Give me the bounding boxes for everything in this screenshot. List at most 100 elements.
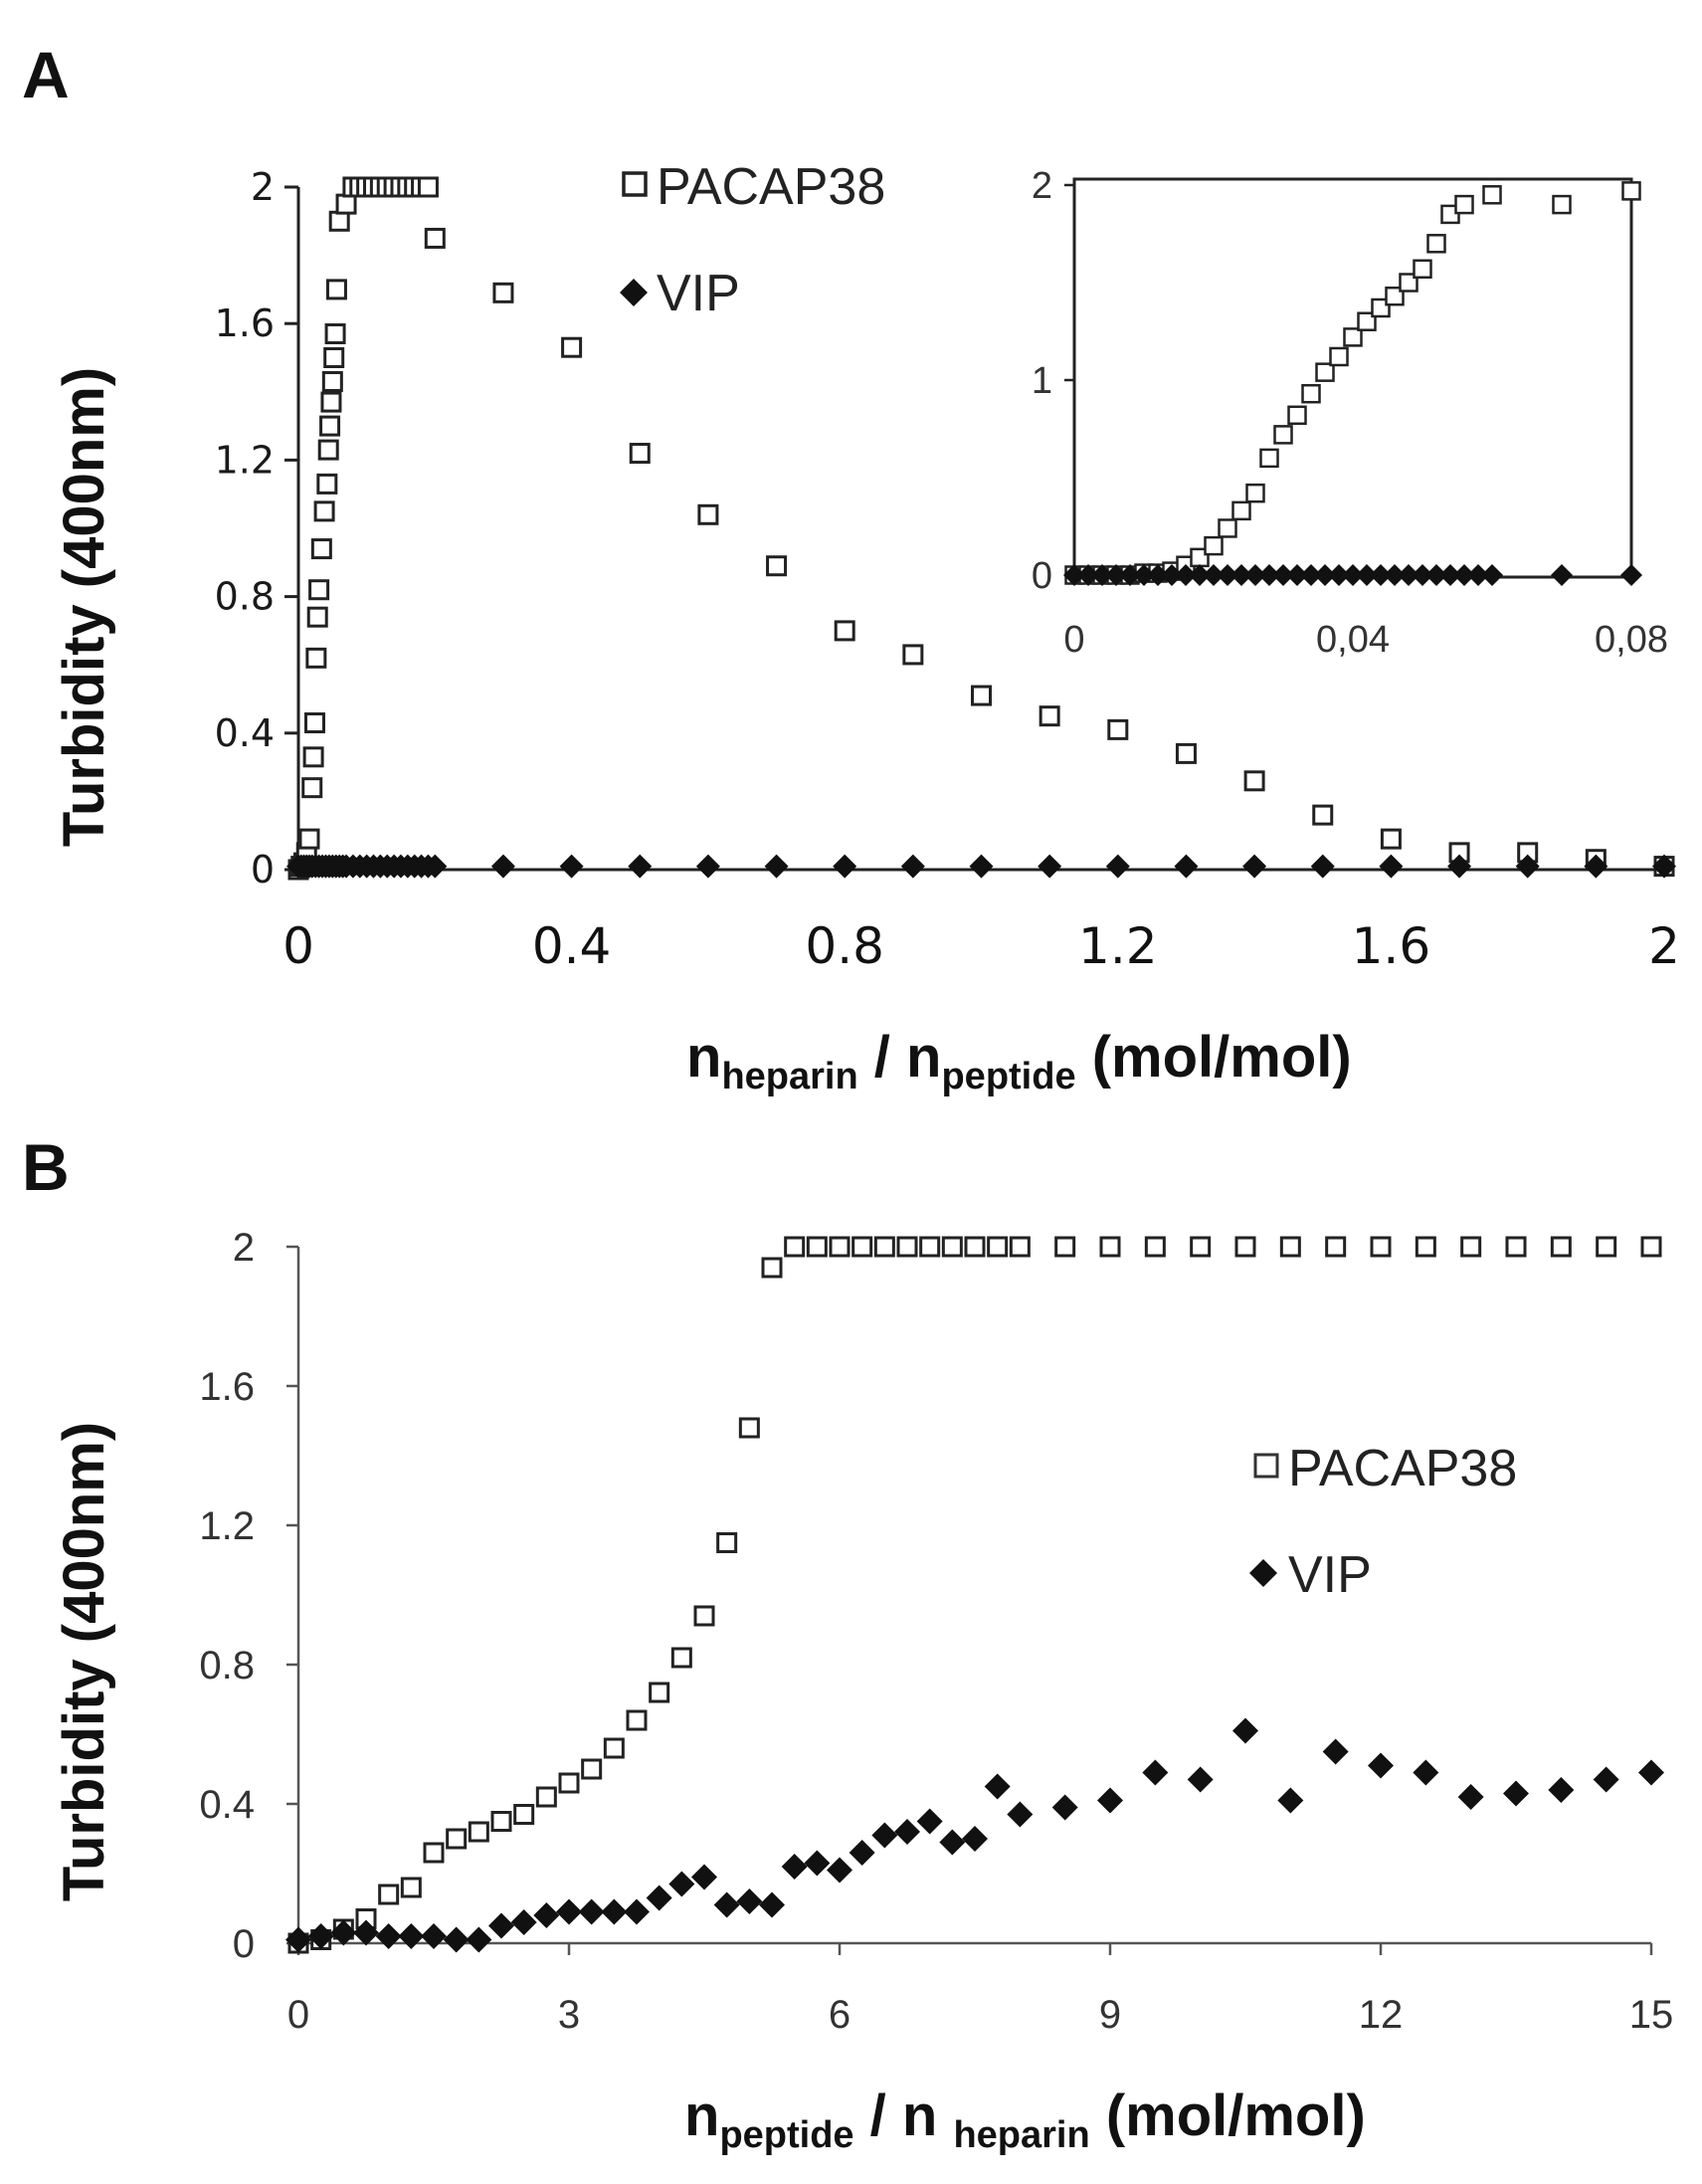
inset-vip-point — [1439, 564, 1461, 586]
panel-b-legend-vip: VIP — [1288, 1546, 1372, 1604]
panel-a-vip-point — [1515, 854, 1540, 879]
panel-b-y-ticks: 0 0.4 0.8 1.2 1.6 2 — [199, 1226, 298, 1966]
panel-b-pacap38-point — [964, 1236, 986, 1258]
inset-vip-point — [1258, 564, 1280, 586]
inset-vip-point — [1244, 564, 1266, 586]
panel-a-vip-point — [1652, 854, 1676, 879]
panel-a-x-tick-label: 0.8 — [805, 917, 884, 975]
inset-vip-point — [1063, 564, 1085, 586]
panel-a-pacap38-point — [298, 828, 320, 850]
panel-b-pacap38-point — [378, 1884, 400, 1905]
panel-b-y-tick-label: 0.8 — [199, 1644, 255, 1688]
inset-x-tick-label: 0,04 — [1316, 619, 1390, 661]
panel-b-vip-point — [871, 1822, 898, 1849]
inset-pacap38-point — [1315, 362, 1335, 382]
panel-a-pacap38-point — [766, 555, 788, 577]
panel-b-vip-point — [307, 1923, 334, 1949]
panel-a-vip-point — [1038, 854, 1062, 879]
panel-b-pacap38-point — [806, 1236, 828, 1258]
panel-a-pacap38-point — [1380, 828, 1402, 850]
panel-a-pacap38-point — [1107, 718, 1129, 740]
panel-b-vip-point — [601, 1898, 628, 1925]
inset-vip-point — [1314, 564, 1336, 586]
panel-a-pacap38-point — [324, 322, 346, 344]
panel-b-pacap38-point — [423, 1842, 445, 1864]
panel-b-pacap38-point — [558, 1772, 580, 1794]
inset-pacap38-point — [1454, 194, 1474, 215]
panel-b-y-axis-title: Turbidity (400nm) — [52, 1422, 116, 1901]
inset-vip-point — [1286, 564, 1308, 586]
panel-b-pacap38-point — [400, 1877, 422, 1898]
panel-a-pacap38-point — [1039, 705, 1060, 727]
inset-pacap38-point — [1426, 234, 1446, 254]
panel-a-pacap38-point — [317, 439, 339, 461]
inset-vip-point — [1384, 564, 1406, 586]
panel-a-vip-point — [423, 854, 448, 879]
inset-y-tick-label: 1 — [1032, 360, 1052, 402]
inset-vip-point — [1425, 564, 1447, 586]
panel-b-x-axis-title: npeptide / n heparin (mol/mol) — [684, 2084, 1366, 2156]
panel-b-pacap38-point — [649, 1682, 670, 1703]
panel-b-pacap38-point — [1370, 1236, 1392, 1258]
panel-b-vip-point — [1503, 1780, 1529, 1807]
panel-a-legend: PACAP38 VIP — [620, 158, 885, 322]
panel-b-vip-point — [578, 1898, 605, 1925]
panel-a-inset: 0 1 2 0 0,04 0,08 — [1032, 165, 1668, 661]
inset-vip-point — [1272, 564, 1294, 586]
panel-a-vip-point — [1379, 854, 1404, 879]
panel-b-pacap38-point — [851, 1236, 873, 1258]
panel-b-vip-point — [939, 1829, 966, 1856]
panel-a-y-tick-label: 2 — [251, 165, 275, 209]
inset-vip-point — [1105, 564, 1127, 586]
panel-b-pacap38-point — [1505, 1236, 1527, 1258]
x-title-b-n1: n — [684, 2084, 719, 2148]
x-title-b-sub1: peptide — [719, 2114, 853, 2156]
inset-y-tick-label: 0 — [1032, 555, 1052, 597]
panel-a-x-tick-label: 2 — [1648, 917, 1680, 975]
panel-b: B Turbidity (400nm) 0 0.4 0.8 1.2 1.6 2 0 3 6 9 1… — [22, 1130, 1673, 2156]
panel-b-vip-point — [1142, 1759, 1169, 1786]
panel-b-vip-point — [1413, 1759, 1439, 1786]
panel-b-vip-point — [1007, 1801, 1034, 1828]
inset-vip-point — [1189, 564, 1211, 586]
panel-b-vip-point — [759, 1891, 785, 1918]
inset-vip-point — [1230, 564, 1252, 586]
x-title-b-sub2: heparin — [953, 2114, 1089, 2156]
panel-b-pacap38-point — [987, 1236, 1009, 1258]
inset-vip-point — [1077, 564, 1099, 586]
panel-a-pacap38-point — [305, 647, 327, 669]
panel-b-vip-point — [443, 1926, 470, 1953]
inset-vip-point — [1133, 564, 1155, 586]
x-title-a-n2: n — [906, 1025, 941, 1090]
panel-b-vip-point — [736, 1888, 763, 1914]
panel-b-vip-point — [398, 1923, 425, 1949]
inset-x-ticks: 0 0,04 0,08 — [1063, 619, 1668, 661]
panel-a-legend-vip: VIP — [657, 265, 740, 322]
panel-b-pacap38-point — [626, 1709, 648, 1731]
panel-b-vip-point — [1457, 1784, 1484, 1810]
panel-b-pacap38-point — [829, 1236, 851, 1258]
inset-vip-point — [1161, 564, 1183, 586]
panel-b-vip-point — [894, 1819, 920, 1845]
panel-b-vip-point — [510, 1909, 537, 1935]
inset-pacap38-point — [1287, 405, 1307, 426]
panel-b-x-tick-label: 0 — [287, 1993, 309, 2037]
panel-a-y-axis-title: Turbidity (400nm) — [52, 367, 116, 847]
panel-a-vip-point — [1584, 854, 1608, 879]
panel-a-vip-point — [695, 854, 720, 879]
panel-a-x-tick-label: 0.4 — [532, 917, 612, 975]
inset-pacap38-point — [1482, 185, 1502, 205]
legend-pacap38-marker — [1253, 1453, 1279, 1479]
panel-a-pacap38-point — [1175, 742, 1197, 764]
x-title-b-units: (mol/mol) — [1090, 2084, 1366, 2148]
inset-vip-point — [1175, 564, 1197, 586]
panel-b-pacap38-point — [1190, 1236, 1212, 1258]
panel-b-vip-point — [691, 1864, 717, 1890]
panel-b-vip-point — [668, 1871, 695, 1897]
panel-a-pacap38-point — [302, 746, 324, 768]
panel-b-x-ticks: 0 3 6 9 12 15 — [287, 1943, 1673, 2037]
panel-b-pacap38-point — [1325, 1236, 1347, 1258]
panel-a-pacap38-point — [306, 606, 328, 628]
panel-b-vip-point — [984, 1773, 1011, 1800]
panel-b-pacap38-point — [761, 1257, 783, 1279]
